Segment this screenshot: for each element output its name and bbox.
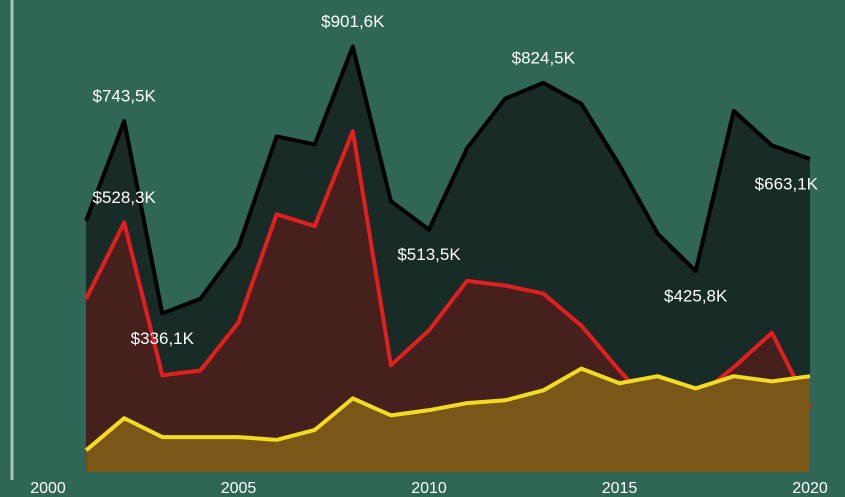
data-label: $513,5K (397, 245, 461, 264)
x-tick-label: 2000 (30, 480, 66, 497)
area-fill (86, 368, 811, 472)
data-label: $336,1K (131, 329, 195, 348)
x-tick-label: 2005 (221, 480, 257, 497)
data-label: $663,1K (755, 175, 819, 194)
x-tick-label: 2010 (411, 480, 447, 497)
data-label: $901,6K (321, 12, 385, 31)
x-tick-label: 2015 (602, 480, 638, 497)
data-label: $824,5K (512, 48, 576, 67)
area-line (84, 366, 811, 452)
area-line (84, 44, 811, 316)
data-label: $743,5K (93, 87, 157, 106)
data-label: $425,8K (664, 287, 728, 306)
x-tick-label: 2020 (792, 480, 828, 497)
data-label: $528,3K (93, 188, 157, 207)
